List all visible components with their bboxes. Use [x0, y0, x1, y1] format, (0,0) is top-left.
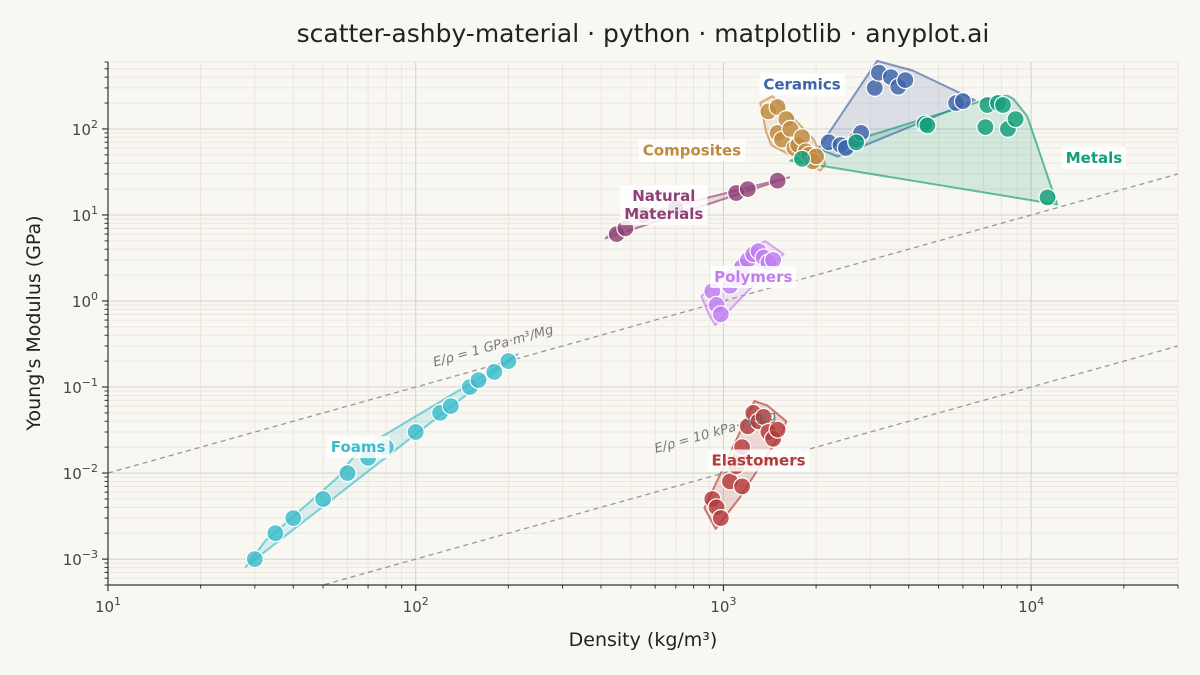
- polymers-label: Polymers: [710, 266, 797, 289]
- composites-label: Composites: [638, 139, 746, 162]
- metals-point: [792, 149, 812, 168]
- foams-point: [266, 524, 285, 543]
- polymers-point: [711, 305, 730, 324]
- metals-point: [847, 133, 866, 152]
- foams-label-text: Foams: [331, 438, 386, 456]
- foams-label: Foams: [326, 436, 390, 459]
- ceramics-point: [865, 78, 884, 98]
- ceramics-point: [953, 92, 973, 111]
- ceramics-point: [896, 70, 915, 90]
- elastomers-label: Elastomers: [707, 449, 810, 472]
- data-points: [245, 63, 1057, 569]
- foams-point: [338, 464, 357, 483]
- metals-point: [1038, 188, 1057, 207]
- natural-materials-label-text: Natural Materials: [624, 187, 703, 223]
- x-axis-label: Density (kg/m³): [569, 629, 718, 651]
- foams-point: [485, 362, 504, 381]
- elastomers-point: [711, 508, 730, 528]
- metals-point: [993, 95, 1013, 115]
- metals-label-text: Metals: [1066, 149, 1123, 167]
- metals-point: [976, 117, 995, 137]
- foams-point: [314, 489, 333, 509]
- x-tick-label: 104: [1018, 595, 1044, 616]
- foams-point: [441, 397, 460, 416]
- axes: 101 102 103 104 10−3 10−2 10−1 100 101 102: [63, 61, 1179, 616]
- y-tick-label: 101: [72, 204, 98, 225]
- polymers-label-text: Polymers: [714, 268, 792, 286]
- foams-point: [284, 508, 303, 528]
- elastomers-point: [768, 420, 787, 439]
- metals-point: [1006, 109, 1025, 129]
- natural-materials-point: [768, 171, 787, 190]
- grid: [107, 61, 1179, 586]
- y-tick-label: 100: [72, 290, 98, 311]
- x-tick-label: 103: [710, 595, 736, 616]
- natural-materials-label: Natural Materials: [620, 185, 708, 226]
- foams-point: [469, 371, 488, 390]
- foams-point: [245, 549, 264, 569]
- chart-title: scatter-ashby-material · python · matplo…: [297, 19, 990, 48]
- y-tick-label: 102: [72, 118, 98, 139]
- foams-point: [406, 422, 425, 442]
- y-tick-label: 10−2: [63, 462, 98, 483]
- ceramics-label: Ceramics: [759, 73, 845, 96]
- composites-label-text: Composites: [643, 142, 741, 160]
- y-tick-label: 10−1: [63, 376, 98, 397]
- metals-label: Metals: [1061, 146, 1127, 169]
- y-axis-label: Young's Modulus (GPa): [23, 215, 45, 431]
- x-tick-label: 102: [403, 595, 429, 616]
- x-tick-label: 101: [95, 595, 121, 616]
- polymers-point: [763, 250, 783, 270]
- y-tick-label: 10−3: [63, 548, 98, 569]
- elastomers-point: [732, 477, 752, 496]
- elastomers-label-text: Elastomers: [711, 451, 805, 469]
- ceramics-label-text: Ceramics: [763, 75, 840, 93]
- foams-point: [499, 352, 518, 371]
- metals-point: [918, 116, 937, 135]
- natural-materials-point: [738, 180, 757, 199]
